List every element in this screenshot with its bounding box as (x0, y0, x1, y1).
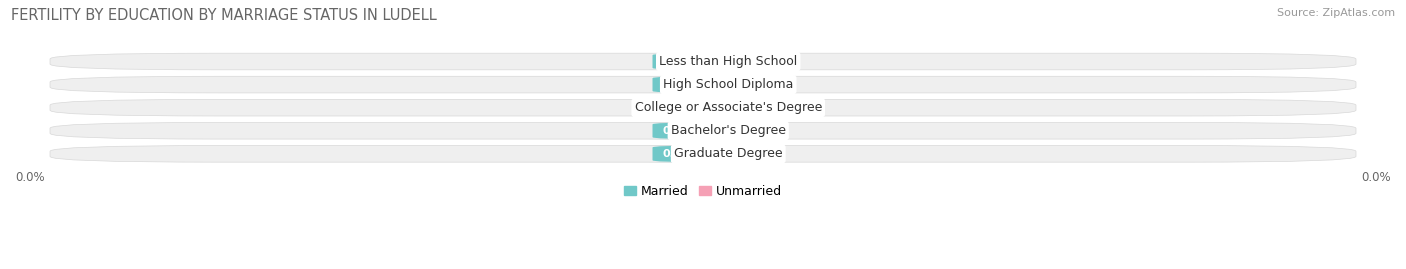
FancyBboxPatch shape (700, 122, 756, 139)
Text: Less than High School: Less than High School (659, 55, 797, 68)
FancyBboxPatch shape (700, 76, 756, 93)
FancyBboxPatch shape (700, 99, 756, 116)
FancyBboxPatch shape (51, 99, 1355, 116)
Text: 0.0%: 0.0% (662, 126, 693, 136)
Text: College or Associate's Degree: College or Associate's Degree (634, 101, 823, 114)
FancyBboxPatch shape (700, 53, 756, 70)
FancyBboxPatch shape (700, 146, 756, 162)
Text: 0.0%: 0.0% (713, 80, 744, 90)
Text: 0.0%: 0.0% (662, 56, 693, 66)
Text: 0.0%: 0.0% (662, 149, 693, 159)
FancyBboxPatch shape (51, 53, 1355, 70)
FancyBboxPatch shape (650, 53, 706, 70)
Text: 0.0%: 0.0% (662, 103, 693, 113)
FancyBboxPatch shape (650, 99, 706, 116)
FancyBboxPatch shape (51, 122, 1355, 139)
FancyBboxPatch shape (51, 76, 1355, 93)
FancyBboxPatch shape (51, 146, 1355, 162)
Text: 0.0%: 0.0% (713, 103, 744, 113)
FancyBboxPatch shape (650, 122, 706, 139)
Text: 0.0%: 0.0% (713, 56, 744, 66)
FancyBboxPatch shape (650, 76, 706, 93)
Text: Bachelor's Degree: Bachelor's Degree (671, 124, 786, 137)
Text: FERTILITY BY EDUCATION BY MARRIAGE STATUS IN LUDELL: FERTILITY BY EDUCATION BY MARRIAGE STATU… (11, 8, 437, 23)
Text: Source: ZipAtlas.com: Source: ZipAtlas.com (1277, 8, 1395, 18)
Text: 0.0%: 0.0% (662, 80, 693, 90)
FancyBboxPatch shape (650, 146, 706, 162)
Text: 0.0%: 0.0% (713, 149, 744, 159)
Legend: Married, Unmarried: Married, Unmarried (619, 180, 787, 203)
Text: Graduate Degree: Graduate Degree (673, 147, 783, 160)
Text: High School Diploma: High School Diploma (664, 78, 793, 91)
Text: 0.0%: 0.0% (713, 126, 744, 136)
